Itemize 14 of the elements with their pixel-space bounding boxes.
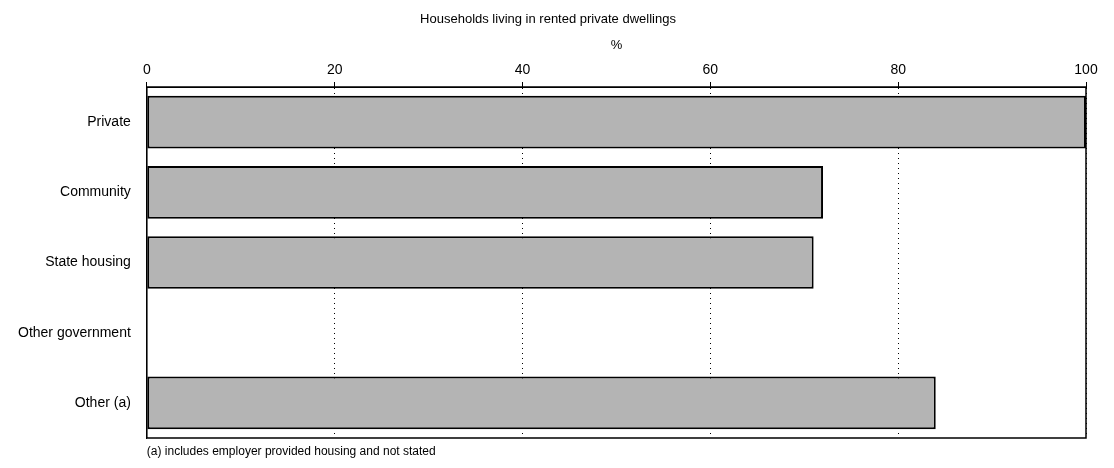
chart-title: Households living in rented private dwellings bbox=[420, 11, 677, 27]
x-axis-title: % bbox=[610, 36, 623, 52]
x-tick-label: 40 bbox=[514, 61, 531, 78]
x-tick-label: 20 bbox=[326, 61, 343, 78]
y-tick-label: Private bbox=[87, 112, 132, 129]
y-tick-label: Other (a) bbox=[74, 393, 131, 410]
x-tick-label: 60 bbox=[702, 61, 719, 78]
x-tick-label: 80 bbox=[890, 61, 907, 78]
text: (a) includes employer provided housing and not stated bbox=[146, 444, 436, 459]
y-tick-label: State housing bbox=[45, 253, 131, 270]
x-tick-label: 100 bbox=[1074, 61, 1098, 78]
y-tick-label: Other government bbox=[17, 323, 131, 340]
y-tick-label: Community bbox=[60, 183, 131, 200]
x-tick-label: 0 bbox=[142, 61, 151, 78]
